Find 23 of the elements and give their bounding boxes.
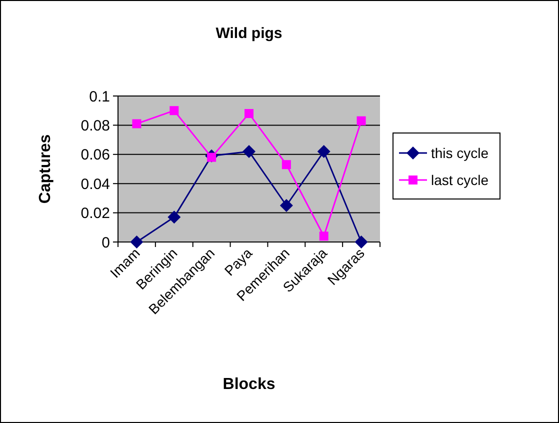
legend-label: this cycle (431, 144, 489, 161)
point (168, 210, 181, 224)
y-tick-label: 0.1 (89, 88, 110, 106)
legend-label: last cycle (431, 172, 489, 188)
point (280, 199, 293, 212)
chart-title: Wild pigs (216, 25, 282, 42)
point (130, 236, 144, 248)
point (319, 232, 328, 241)
point (132, 119, 142, 128)
point (354, 236, 368, 248)
point (244, 109, 254, 118)
point (356, 116, 366, 126)
y-tick-label: 0.06 (80, 146, 110, 164)
point (242, 144, 256, 158)
point (282, 160, 291, 170)
y-tick-label: 0 (102, 234, 110, 252)
y-tick-label: 0.02 (80, 205, 110, 222)
y-axis-title: Captures (37, 134, 54, 204)
point (317, 144, 330, 158)
x-axis-title: Blocks (222, 376, 276, 393)
point (170, 106, 179, 116)
y-tick-label: 0.08 (80, 117, 110, 134)
y-tick-label: 0.04 (80, 176, 110, 193)
